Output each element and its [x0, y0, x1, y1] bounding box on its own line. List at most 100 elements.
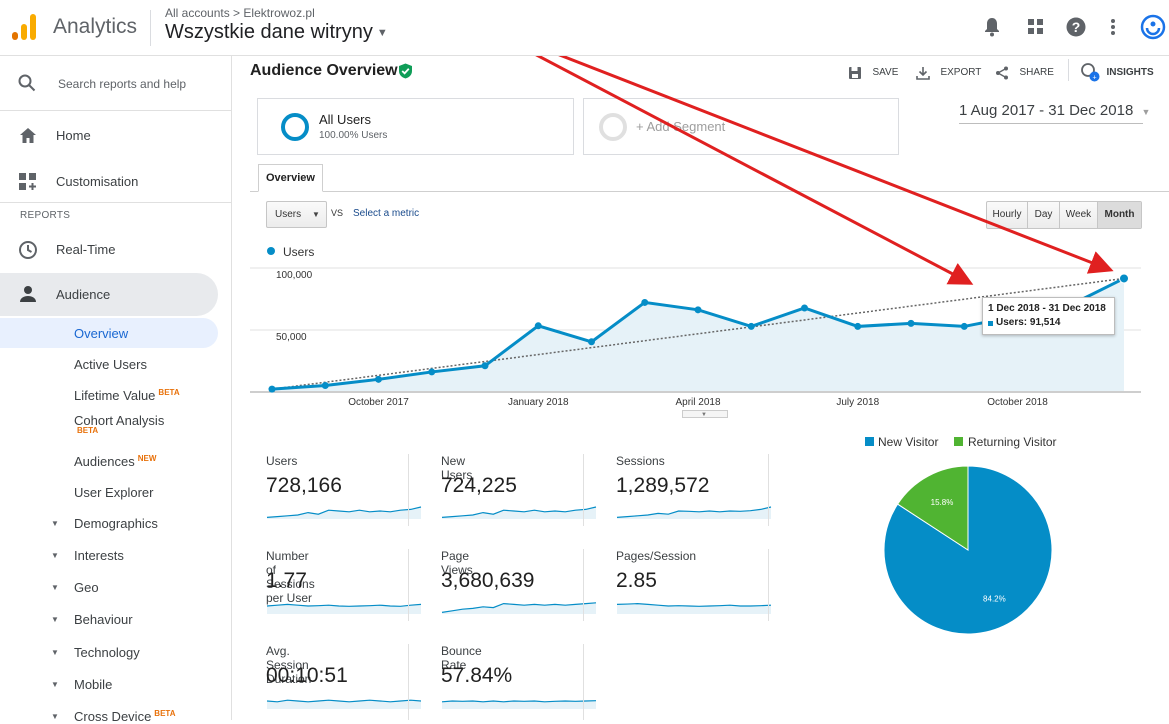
legend-returning-visitor-swatch: [954, 437, 963, 446]
segment-all-users[interactable]: All Users 100.00% Users: [257, 98, 574, 155]
nav-realtime[interactable]: Real-Time: [0, 230, 232, 270]
date-range-selector[interactable]: 1 Aug 2017 - 31 Dec 2018 ▼: [959, 102, 1150, 119]
header-divider: [150, 10, 151, 46]
users-line-chart: 100,000 50,000 October 2017 January 2018 Apr…: [250, 267, 1141, 408]
nav-audience-overview[interactable]: Overview: [74, 326, 129, 341]
metric-value: 728,166: [266, 474, 342, 497]
tab-overview[interactable]: Overview: [258, 164, 323, 192]
metric-sparkline: [616, 506, 772, 519]
floppy-disk-icon: [849, 66, 861, 79]
breadcrumb-account[interactable]: Elektrowoz.pl: [243, 6, 315, 20]
save-label: SAVE: [872, 67, 899, 79]
metric-value: 724,225: [441, 474, 517, 497]
nav-behaviour[interactable]: Behaviour: [74, 612, 133, 627]
y-tick-label: 100,000: [276, 270, 313, 281]
nav-audiences-label: Audiences: [74, 454, 135, 469]
segment-name: All Users: [319, 112, 372, 127]
data-point: [268, 385, 276, 393]
nav-interests[interactable]: Interests: [74, 548, 124, 563]
search-input[interactable]: Search reports and help: [58, 77, 187, 91]
metric-dropdown[interactable]: Users ▼: [266, 201, 327, 228]
property-selector[interactable]: Wszystkie dane witryny ▼: [165, 21, 388, 44]
breadcrumb[interactable]: All accounts > Elektrowoz.pl: [165, 6, 315, 20]
expand-arrow-icon[interactable]: ▼: [51, 680, 59, 689]
expand-arrow-icon[interactable]: ▼: [51, 551, 59, 560]
metric-value: 3,680,639: [441, 569, 535, 592]
sparkline-area: [617, 603, 771, 614]
reports-heading: REPORTS: [20, 210, 71, 221]
nav-technology[interactable]: Technology: [74, 645, 140, 660]
granularity-hourly[interactable]: Hourly: [987, 202, 1028, 228]
tab-baseline: [250, 191, 1169, 192]
sparkline-line: [441, 700, 597, 703]
drag-handle-icon: ▼: [701, 412, 707, 418]
granularity-month[interactable]: Month: [1098, 202, 1141, 228]
app-title: Analytics: [53, 15, 138, 38]
nav-cohort-analysis[interactable]: Cohort Analysis: [74, 413, 164, 428]
visitor-type-pie-chart: 84.2% 15.8%: [883, 465, 1053, 635]
y-tick-label: 50,000: [276, 332, 307, 343]
export-button[interactable]: EXPORT: [916, 64, 981, 82]
legend-new-visitor: New Visitor: [878, 435, 939, 449]
home-icon: [20, 128, 36, 143]
nav-home-label: Home: [56, 128, 91, 143]
nav-audiences[interactable]: Audiences NEW: [74, 454, 156, 469]
apps-grid-icon[interactable]: [1025, 16, 1047, 38]
pie-slice: [896, 465, 969, 551]
data-point: [641, 298, 649, 306]
granularity-day[interactable]: Day: [1028, 202, 1060, 228]
nav-realtime-label: Real-Time: [56, 242, 116, 257]
metric-sparkline: [441, 602, 597, 614]
analytics-logo-icon[interactable]: [12, 14, 38, 40]
insights-button[interactable]: + INSIGHTS: [1080, 62, 1154, 82]
legend-users-label: Users: [283, 245, 315, 259]
x-tick-label: October 2017: [348, 397, 409, 408]
nav-customisation[interactable]: Customisation: [0, 162, 232, 202]
granularity-week[interactable]: Week: [1060, 202, 1098, 228]
data-point: [694, 306, 702, 314]
bell-icon[interactable]: [981, 16, 1003, 38]
sparkline-line: [616, 506, 772, 518]
nav-mobile[interactable]: Mobile: [74, 677, 113, 692]
more-vert-icon[interactable]: [1102, 16, 1124, 38]
granularity-toggle: Hourly Day Week Month: [986, 201, 1142, 229]
expand-arrow-icon[interactable]: ▼: [51, 519, 59, 528]
nav-audience[interactable]: Audience: [0, 273, 218, 316]
help-icon[interactable]: ?: [1065, 16, 1087, 38]
share-button[interactable]: SHARE: [995, 64, 1054, 82]
chart-tooltip: 1 Dec 2018 - 31 Dec 2018 Users: 91,514: [982, 297, 1115, 335]
segment-percentage: 100.00% Users: [319, 130, 388, 141]
date-range-underline: [959, 123, 1143, 124]
nav-lifetime-value[interactable]: Lifetime Value BETA: [74, 388, 180, 403]
metric-name: Number of Sessions per User: [266, 549, 315, 605]
caret-down-icon: ▼: [1141, 107, 1151, 117]
share-label: SHARE: [1019, 67, 1054, 79]
sparkline-line: [266, 506, 422, 518]
expand-arrow-icon[interactable]: ▼: [51, 648, 59, 657]
expand-arrow-icon[interactable]: ▼: [51, 615, 59, 624]
chart-resize-handle[interactable]: ▼: [682, 410, 728, 418]
search-box[interactable]: Search reports and help: [0, 56, 232, 111]
save-button[interactable]: SAVE: [848, 64, 898, 82]
account-avatar[interactable]: [1140, 14, 1166, 40]
nav-demographics[interactable]: Demographics: [74, 516, 158, 531]
caret-down-icon: ▼: [376, 26, 388, 39]
nav-user-explorer[interactable]: User Explorer: [74, 485, 154, 500]
beta-badge: BETA: [77, 426, 99, 435]
segment-ring-placeholder-icon: [599, 113, 627, 141]
nav-cohort-analysis-label: Cohort Analysis: [74, 413, 165, 428]
nav-active-users[interactable]: Active Users: [74, 357, 147, 372]
sparkline-area: [617, 507, 771, 519]
sidebar: Search reports and help Home Customisati…: [0, 56, 232, 724]
select-metric-link[interactable]: Select a metric: [353, 208, 420, 219]
clock-icon: [19, 241, 37, 259]
expand-arrow-icon[interactable]: ▼: [51, 583, 59, 592]
vs-label: VS: [331, 208, 344, 218]
nav-cross-device[interactable]: Cross Device BETA: [74, 709, 175, 724]
nav-geo[interactable]: Geo: [74, 580, 99, 595]
nav-home[interactable]: Home: [0, 116, 232, 156]
breadcrumb-root[interactable]: All accounts: [165, 6, 230, 20]
main-content: Audience Overview SAVE EXPORT SHARE + IN…: [232, 56, 1169, 720]
legend-dot-icon: [267, 247, 275, 255]
expand-arrow-icon[interactable]: ▼: [51, 712, 59, 721]
